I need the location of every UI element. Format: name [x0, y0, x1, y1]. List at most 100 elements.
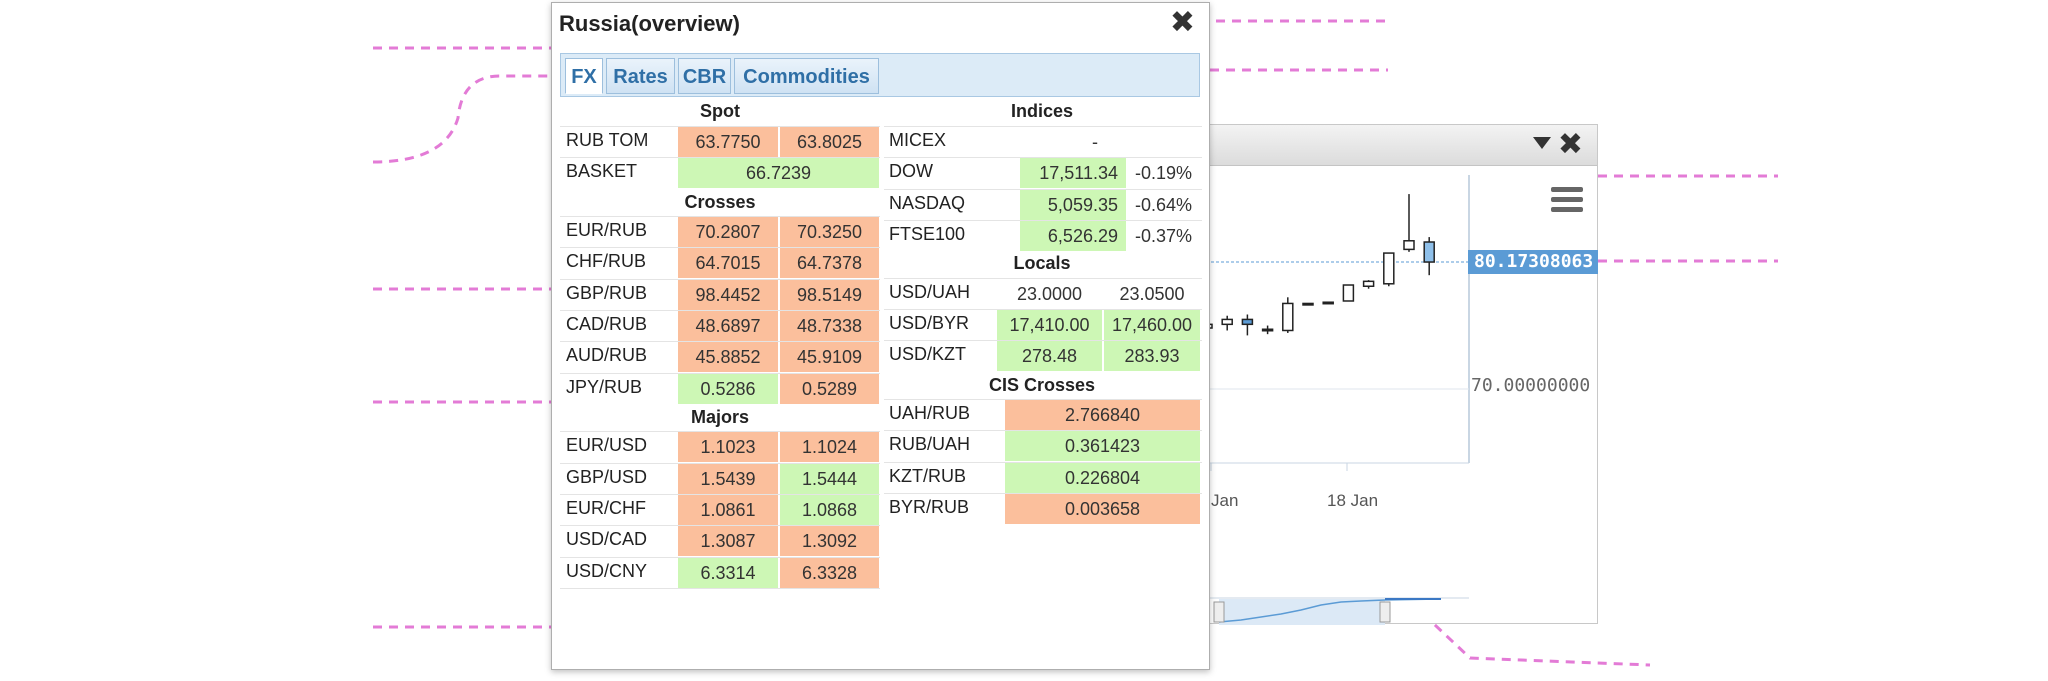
row-label: DOW: [889, 161, 933, 182]
bid-cell: 1.5439: [678, 463, 778, 494]
row-label: USD/UAH: [889, 281, 971, 302]
row-divider: [884, 340, 1202, 342]
bid-cell: 1.1023: [678, 432, 778, 463]
bid-cell: 1.0861: [678, 495, 778, 525]
tab-rates[interactable]: Rates: [606, 58, 675, 94]
candle-body: [1342, 284, 1355, 302]
row-label: MICEX: [889, 130, 947, 150]
current-price-label: 80.17308063: [1468, 250, 1598, 274]
bid-cell: 98.4452: [678, 279, 778, 310]
row-divider: [884, 220, 1202, 222]
ask-cell: 98.5149: [780, 279, 879, 310]
hamburger-menu-icon[interactable]: [1551, 185, 1583, 215]
row-label: EUR/CHF: [566, 498, 646, 518]
row-label: USD/KZT: [889, 344, 967, 365]
ask-cell: 17,460.00: [1104, 310, 1200, 340]
bid-cell: 278.48: [997, 341, 1102, 372]
row-divider: [884, 461, 1202, 463]
row-divider: [560, 215, 880, 217]
navigator-selection: [1219, 599, 1385, 625]
candle-body: [1403, 240, 1415, 251]
row-label: RUB TOM: [566, 130, 649, 150]
row-divider: [560, 310, 880, 311]
tab-bar: FX Rates CBR Commodities: [560, 53, 1200, 97]
row-divider: [884, 430, 1202, 432]
candle-body: [1282, 302, 1294, 332]
candle-body: [1423, 241, 1435, 263]
bid-cell: 23.0000: [1016, 283, 1083, 304]
overview-panel: Russia(overview) ✖ FX Rates CBR Commodit…: [551, 2, 1210, 670]
row-divider: [560, 525, 880, 527]
index-change: -0.64%: [1134, 194, 1192, 215]
row-label: GBP/RUB: [566, 282, 648, 303]
close-icon[interactable]: ✖: [1557, 128, 1583, 161]
ask-cell: 1.3092: [780, 526, 879, 557]
row-label: EUR/RUB: [566, 219, 648, 240]
candle-body: [1221, 318, 1233, 326]
row-divider: [884, 309, 1202, 310]
x-axis-label: 18 Jan: [1327, 491, 1379, 510]
cis-value: 0.226804: [1005, 462, 1200, 493]
row-label: EUR/USD: [566, 435, 648, 456]
row-label: USD/BYR: [889, 313, 970, 333]
tab-commodities[interactable]: Commodities: [734, 58, 879, 94]
close-icon[interactable]: ✖: [1169, 6, 1195, 39]
row-divider: [560, 588, 880, 590]
row-label: USD/CAD: [566, 529, 648, 550]
tab-fx[interactable]: FX: [565, 58, 603, 94]
cis-value: 2.766840: [1005, 399, 1200, 430]
bid-cell: 45.8852: [678, 342, 778, 373]
ask-cell: 0.5289: [780, 373, 879, 404]
chevron-down-icon[interactable]: [1533, 137, 1551, 149]
ask-cell: 45.9109: [780, 342, 879, 373]
cis-value: 0.361423: [1005, 431, 1200, 462]
row-divider: [560, 157, 880, 159]
bid-cell: 63.7750: [678, 127, 778, 157]
ask-cell: 1.1024: [780, 432, 879, 463]
row-label: BASKET: [566, 161, 638, 182]
row-divider: [560, 372, 880, 374]
row-divider: [884, 493, 1202, 494]
bid-cell: 6.3314: [678, 557, 778, 588]
section-heading: Crosses: [684, 191, 756, 212]
chart-window: ✖ III▶ 80.17308063 70.00000000 Jan 18 Ja…: [1200, 124, 1598, 625]
navigator-handle: [1213, 601, 1225, 623]
navigator-series: [1218, 598, 1442, 623]
bid-cell: 64.7015: [678, 248, 778, 279]
annotation-line: [372, 74, 551, 164]
cis-value: 0.003658: [1005, 494, 1200, 524]
navigator-handle: [1379, 601, 1391, 623]
row-divider: [560, 431, 880, 433]
x-axis-label: Jan: [1211, 491, 1239, 510]
row-label: UAH/RUB: [889, 402, 971, 423]
index-value: -: [1092, 132, 1098, 152]
tab-cbr[interactable]: CBR: [678, 58, 731, 94]
candle-body: [1241, 318, 1254, 326]
candle-body: [1322, 301, 1334, 305]
row-divider: [560, 278, 880, 280]
ask-cell: 48.7338: [780, 311, 879, 341]
index-value: 17,511.34: [1020, 158, 1126, 189]
ask-cell: 1.5444: [780, 463, 879, 494]
row-divider: [560, 494, 880, 495]
ask-cell: 70.3250: [780, 216, 879, 247]
index-change: -0.19%: [1134, 163, 1192, 184]
row-label: GBP/USD: [566, 466, 648, 487]
bid-cell: 48.6897: [678, 311, 778, 341]
row-divider: [560, 556, 880, 558]
candle-body: [1302, 302, 1314, 306]
row-divider: [884, 126, 1202, 127]
row-label: FTSE100: [889, 224, 966, 245]
candle-body: [1362, 280, 1375, 287]
row-label: RUB/UAH: [889, 434, 971, 455]
ask-cell: 23.0500: [1119, 283, 1185, 304]
section-heading: Indices: [1010, 101, 1074, 121]
row-label: JPY/RUB: [566, 376, 643, 397]
index-value: 6,526.29: [1020, 221, 1126, 252]
index-change: -0.37%: [1134, 226, 1192, 247]
chart-window-titlebar: ✖: [1201, 125, 1597, 166]
row-label: CAD/RUB: [566, 314, 648, 334]
bid-cell: 1.3087: [678, 526, 778, 557]
ask-cell: 6.3328: [780, 557, 879, 588]
ask-cell: 1.0868: [780, 495, 879, 525]
